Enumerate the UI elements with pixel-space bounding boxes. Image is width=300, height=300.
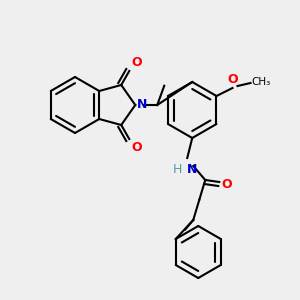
Text: H: H xyxy=(173,163,182,176)
Text: O: O xyxy=(131,141,142,154)
Text: O: O xyxy=(227,73,238,86)
Text: O: O xyxy=(131,56,142,69)
Text: N: N xyxy=(187,163,198,176)
Text: N: N xyxy=(137,98,148,112)
Text: O: O xyxy=(221,178,232,190)
Text: CH₃: CH₃ xyxy=(251,77,271,87)
